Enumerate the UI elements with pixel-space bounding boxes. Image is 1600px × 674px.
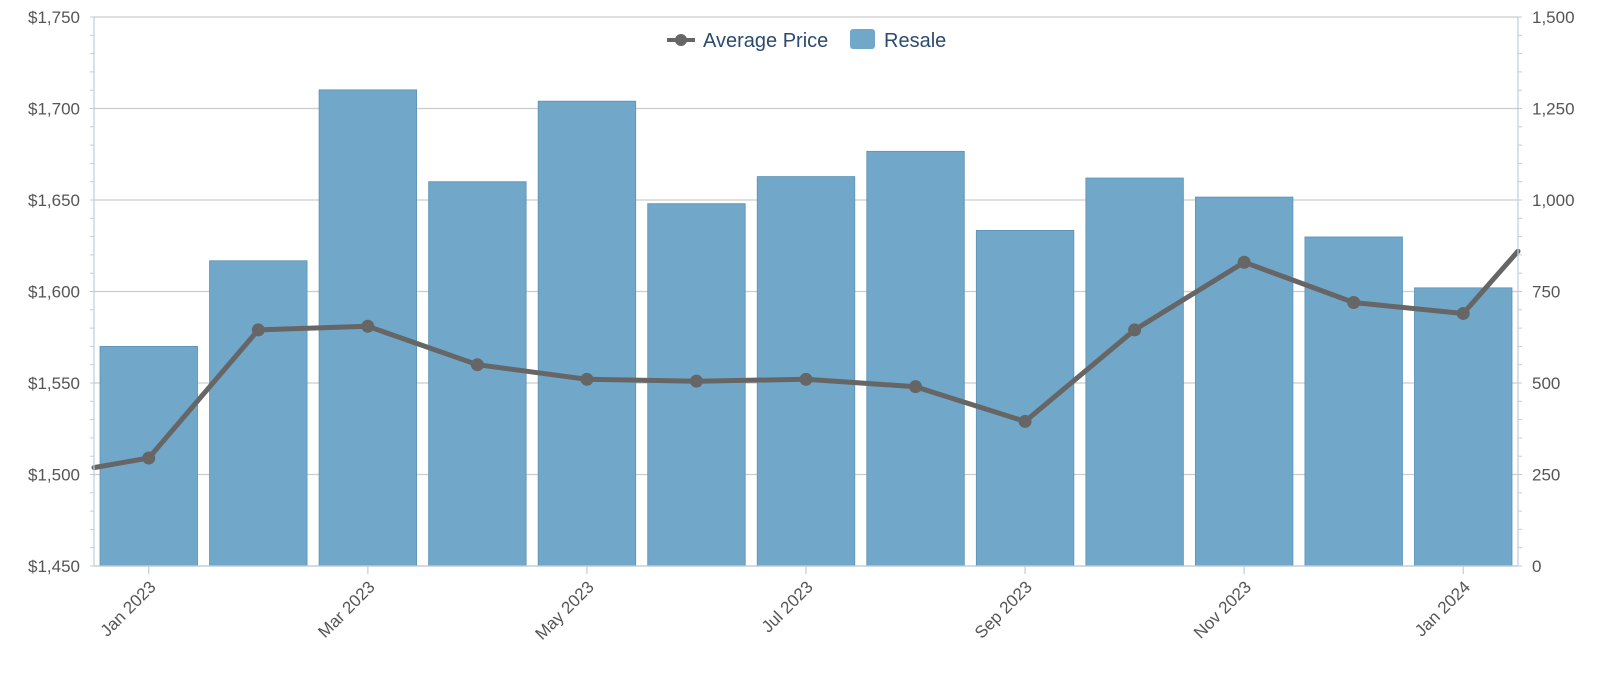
legend: Average Price Resale — [667, 29, 946, 52]
average-price-point[interactable] — [1456, 306, 1470, 320]
resale-bar[interactable] — [756, 176, 856, 567]
right-axis-tick-label: 1,500 — [1532, 8, 1575, 27]
resale-bar[interactable] — [1414, 287, 1513, 567]
x-axis-tick-label: Jul 2023 — [758, 577, 817, 636]
average-price-point[interactable] — [361, 319, 375, 333]
x-axis-tick-label: Sep 2023 — [971, 577, 1036, 642]
resale-bar[interactable] — [209, 260, 308, 567]
average-price-point[interactable] — [1237, 255, 1251, 269]
legend-item-resale[interactable]: Resale — [850, 29, 946, 52]
resale-bar[interactable] — [975, 229, 1075, 567]
left-axis-tick-label: $1,500 — [28, 466, 80, 485]
x-axis-tick-label: May 2023 — [532, 577, 598, 643]
average-price-point[interactable] — [1128, 323, 1142, 337]
left-axis-tick-label: $1,600 — [28, 283, 80, 302]
right-axis-tick-label: 750 — [1532, 283, 1560, 302]
resale-bar[interactable] — [1085, 177, 1184, 567]
left-axis-tick-label: $1,750 — [28, 8, 80, 27]
legend-label-average-price: Average Price — [703, 30, 828, 52]
right-axis-tick-label: 250 — [1532, 466, 1560, 485]
average-price-line — [91, 248, 1521, 471]
right-axis-tick-label: 500 — [1532, 374, 1560, 393]
legend-average-price-marker-icon — [675, 34, 687, 46]
right-axis-tick-label: 1,000 — [1532, 191, 1575, 210]
x-axis-tick-label: Nov 2023 — [1190, 577, 1255, 642]
average-price-point[interactable] — [1347, 295, 1361, 309]
left-axis-tick-label: $1,700 — [28, 100, 80, 119]
resale-bar[interactable] — [428, 181, 527, 567]
resale-bar[interactable] — [537, 100, 637, 567]
legend-label-resale: Resale — [884, 30, 946, 52]
resale-bars — [99, 89, 1513, 567]
left-axis-tick-label: $1,650 — [28, 191, 80, 210]
right-axis-tick-label: 0 — [1532, 557, 1541, 576]
average-price-point[interactable] — [580, 372, 594, 386]
average-price-point[interactable] — [799, 372, 813, 386]
left-axis-tick-label: $1,450 — [28, 557, 80, 576]
x-axis-tick-label: Jan 2023 — [97, 577, 160, 640]
right-axis-tick-label: 1,250 — [1532, 100, 1575, 119]
resale-bar[interactable] — [1194, 196, 1294, 567]
average-price-point[interactable] — [142, 451, 156, 465]
average-price-point[interactable] — [251, 323, 265, 337]
legend-item-average-price[interactable]: Average Price — [667, 30, 828, 52]
resale-bar[interactable] — [1304, 236, 1403, 567]
x-axis-tick-label: Mar 2023 — [314, 577, 378, 641]
x-axis-tick-label: Jan 2024 — [1411, 577, 1474, 640]
average-price-point[interactable] — [689, 374, 703, 388]
legend-resale-swatch-icon — [850, 29, 875, 49]
average-price-point[interactable] — [470, 358, 484, 372]
average-price-point[interactable] — [909, 380, 923, 394]
resale-bar[interactable] — [866, 150, 965, 567]
left-axis-tick-label: $1,550 — [28, 374, 80, 393]
average-price-point[interactable] — [1018, 414, 1032, 428]
